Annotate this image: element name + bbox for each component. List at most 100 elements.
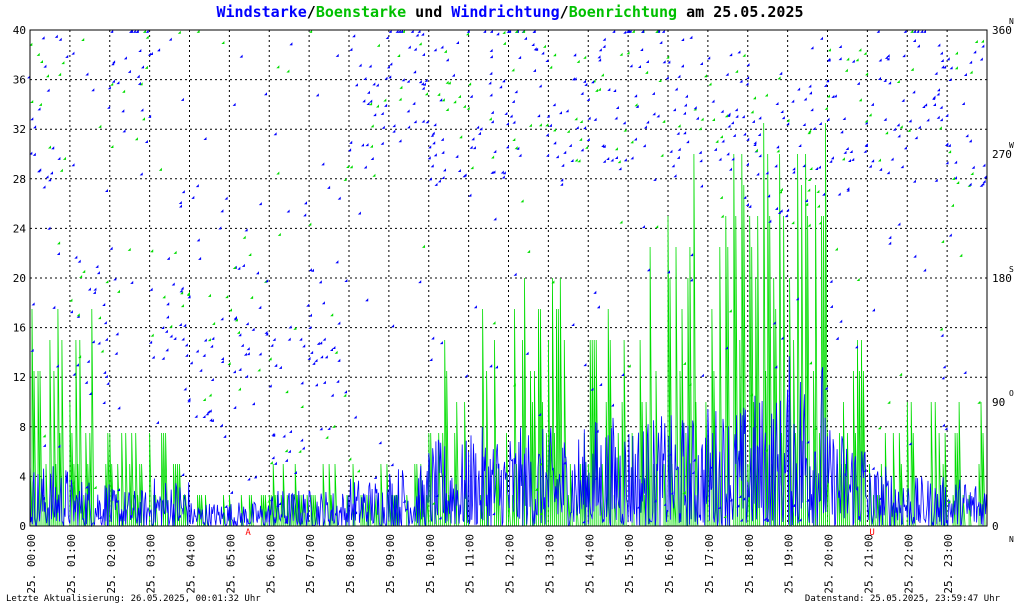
wind-direction-point — [361, 143, 365, 147]
wind-direction-point — [102, 401, 106, 405]
gust-direction-point — [383, 98, 387, 102]
wind-direction-point — [187, 295, 191, 299]
wind-direction-point — [924, 103, 928, 107]
gust-direction-point — [959, 253, 963, 257]
gust-direction-point — [600, 73, 604, 77]
wind-direction-point — [846, 188, 850, 192]
wind-direction-point — [284, 520, 288, 524]
wind-direction-point — [963, 370, 967, 374]
y-tick-label: 24 — [13, 222, 27, 235]
gust-direction-point — [844, 68, 848, 72]
wind-direction-point — [765, 171, 769, 175]
wind-direction-point — [501, 175, 505, 179]
wind-direction-point — [949, 66, 953, 70]
wind-direction-point — [445, 58, 449, 62]
gust-direction-point — [677, 124, 681, 128]
gust-direction-point — [356, 469, 360, 473]
wind-direction-point — [798, 518, 802, 522]
wind-direction-point — [191, 195, 195, 199]
gust-direction-point — [688, 382, 692, 386]
wind-direction-point — [735, 114, 739, 118]
wind-direction-point — [674, 87, 678, 91]
wind-direction-point — [51, 146, 55, 150]
wind-direction-point — [251, 402, 255, 406]
x-tick-label: 25. 07:00 — [304, 534, 317, 594]
wind-direction-point — [245, 374, 249, 378]
wind-direction-point — [560, 178, 564, 182]
y-tick-label: 36 — [13, 74, 26, 87]
wind-direction-point — [756, 172, 760, 176]
wind-direction-point — [505, 145, 509, 149]
wind-direction-point — [183, 323, 187, 327]
wind-direction-point — [117, 488, 121, 492]
wind-direction-point — [178, 201, 182, 205]
wind-direction-point — [826, 117, 830, 121]
wind-direction-point — [775, 206, 779, 210]
gust-direction-point — [150, 249, 154, 253]
gust-direction-point — [150, 333, 154, 337]
gust-direction-point — [466, 32, 470, 36]
wind-direction-point — [57, 444, 61, 448]
wind-direction-point — [590, 387, 594, 391]
gust-direction-point — [466, 106, 470, 110]
gust-direction-point — [753, 96, 757, 100]
gust-direction-point — [453, 100, 457, 104]
wind-direction-point — [753, 141, 757, 145]
wind-direction-point — [130, 280, 134, 284]
wind-direction-point — [727, 124, 731, 128]
x-tick-label: 25. 00:00 — [25, 534, 38, 594]
wind-direction-point — [802, 164, 806, 168]
gust-direction-point — [809, 361, 813, 365]
wind-direction-point — [493, 149, 497, 153]
wind-direction-point — [667, 60, 671, 64]
gust-direction-point — [343, 393, 347, 397]
wind-direction-point — [968, 139, 972, 143]
wind-direction-point — [502, 79, 506, 83]
wind-direction-point — [643, 125, 647, 129]
gust-direction-point — [585, 145, 589, 149]
gust-direction-point — [234, 318, 238, 322]
wind-direction-point — [156, 420, 160, 424]
wind-direction-point — [803, 97, 807, 101]
marker-label: U — [869, 528, 874, 538]
wind-direction-point — [46, 88, 50, 92]
wind-direction-point — [948, 78, 952, 82]
wind-direction-point — [653, 177, 657, 181]
wind-direction-point — [851, 157, 855, 161]
gust-direction-point — [887, 400, 891, 404]
wind-direction-point — [780, 110, 784, 114]
wind-direction-point — [736, 504, 740, 508]
wind-direction-point — [934, 71, 938, 75]
wind-direction-point — [362, 99, 366, 103]
wind-direction-point — [838, 57, 842, 61]
wind-direction-point — [455, 154, 459, 158]
wind-direction-point — [273, 132, 277, 136]
gust-direction-point — [941, 239, 945, 243]
wind-direction-point — [386, 65, 390, 69]
wind-direction-point — [815, 167, 819, 171]
wind-direction-point — [652, 112, 656, 116]
wind-direction-point — [166, 302, 170, 306]
gust-direction-point — [809, 167, 813, 171]
wind-direction-point — [413, 47, 417, 51]
wind-direction-point — [183, 387, 187, 391]
wind-direction-point — [661, 29, 665, 33]
gust-direction-point — [458, 94, 462, 98]
wind-direction-point — [428, 177, 432, 181]
wind-direction-point — [489, 71, 493, 75]
gust-direction-point — [284, 449, 288, 453]
wind-direction-point — [936, 92, 940, 96]
gust-direction-point — [574, 117, 578, 121]
wind-direction-point — [946, 57, 950, 61]
wind-direction-point — [472, 146, 476, 150]
wind-direction-point — [98, 515, 102, 519]
wind-direction-point — [220, 357, 224, 361]
wind-direction-point — [321, 301, 325, 305]
wind-direction-point — [74, 255, 78, 259]
wind-direction-point — [595, 429, 599, 433]
gust-direction-point — [764, 448, 768, 452]
title-gust-speed: Boenstarke — [315, 3, 407, 21]
gust-direction-point — [814, 426, 818, 430]
wind-direction-point — [139, 172, 143, 176]
wind-direction-point — [398, 139, 402, 143]
